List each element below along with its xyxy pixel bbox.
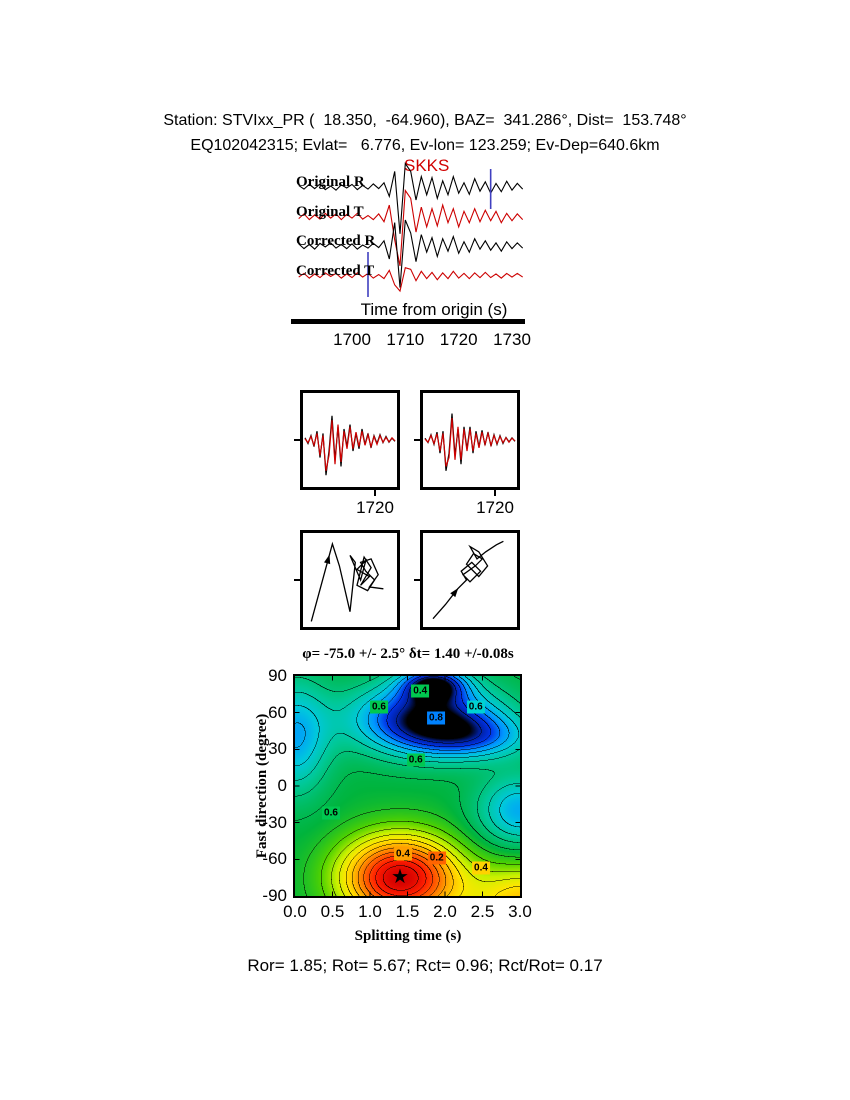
seismogram-panel [298, 162, 524, 297]
particle-motion-box-0 [300, 530, 400, 630]
best-fit-star: ★ [391, 865, 409, 888]
particle-motion-path-1 [432, 540, 504, 620]
contour-label-6: 0.4 [394, 847, 412, 861]
comparison-box-1 [420, 390, 520, 490]
contour-label-0: 0.4 [411, 684, 430, 698]
seismogram-trace-1 [298, 188, 524, 267]
phi-tick-label-30: 30 [268, 739, 287, 759]
comparison-tick-label-1: 1720 [476, 498, 514, 517]
pm-left-tick-1 [414, 579, 420, 581]
contour-label-8: 0.4 [472, 861, 490, 875]
time-tick-label-1700: 1700 [333, 330, 371, 349]
comparison-box-0 [300, 390, 400, 490]
particle-motion-path-0 [310, 541, 384, 622]
comparison-trace-1-1 [424, 417, 516, 467]
trace-label-3: Corrected T [296, 262, 375, 279]
phi-tick-label-90: 90 [268, 666, 287, 685]
splitting-time-axis-label: Splitting time (s) [354, 928, 462, 944]
contour-label-4: 0.6 [406, 753, 425, 767]
phi-tick-label--90: -90 [262, 886, 287, 905]
dt-tick-label-2.0: 2.0 [433, 902, 457, 921]
particle-motion-svg-1 [432, 540, 504, 620]
particle-motion-svg-0 [310, 541, 384, 622]
contour-label-7: 0.2 [427, 851, 446, 865]
comparison-svg-0 [304, 415, 396, 476]
comparison-trace-0-1 [304, 420, 396, 471]
seismogram-trace-0 [298, 162, 524, 234]
time-tick-label-1710: 1710 [386, 330, 425, 349]
pm-left-tick-0 [294, 579, 300, 581]
comparison-tick-label-0: 1720 [356, 498, 394, 517]
particle-motion-arrow-icon [450, 588, 459, 598]
dt-tick-label-0.0: 0.0 [283, 902, 307, 921]
contour-label-2: 0.8 [427, 711, 445, 725]
event-info-line: EQ102042315; Evlat= 6.776, Ev-lon= 123.2… [190, 137, 660, 154]
time-tick-label-1730: 1730 [493, 330, 531, 349]
seismogram-trace-2 [298, 219, 524, 288]
quality-stats-line: Ror= 1.85; Rot= 5.67; Rct= 0.96; Rct/Rot… [247, 956, 603, 975]
contour-label-3: 0.6 [466, 700, 485, 714]
trace-label-0: Original R [296, 174, 365, 190]
dt-tick-label-0.5: 0.5 [320, 902, 345, 921]
comparison-svg-1 [424, 413, 516, 471]
particle-motion-arrow-icon [324, 554, 331, 565]
phi-tick-label--30: -30 [262, 812, 287, 832]
time-tick-label-1720: 1720 [439, 330, 478, 349]
time-axis-label: Time from origin (s) [360, 300, 508, 319]
dt-tick-label-3.0: 3.0 [508, 902, 532, 921]
seismogram-trace-3 [298, 267, 524, 293]
phi-tick-label-0: 0 [277, 776, 287, 795]
trace-label-1: Original T [296, 203, 364, 220]
contour-label-5: 0.6 [322, 806, 340, 820]
time-axis-bar [291, 319, 525, 324]
misfit-title: φ= -75.0 +/- 2.5° δt= 1.40 +/-0.08s [302, 646, 514, 662]
dt-tick-label-1.5: 1.5 [395, 902, 420, 921]
comparison-bottom-tick-1 [494, 490, 496, 496]
phase-label: SKKS [404, 156, 450, 175]
phi-tick-label--60: -60 [262, 849, 287, 869]
comparison-bottom-tick-0 [374, 490, 376, 496]
comparison-left-tick-1 [414, 439, 420, 441]
particle-motion-box-1 [420, 530, 520, 630]
phi-tick-label-60: 60 [268, 702, 287, 722]
contour-label-1: 0.6 [370, 700, 388, 714]
dt-tick-label-2.5: 2.5 [470, 902, 495, 921]
trace-label-2: Corrected R [296, 233, 376, 249]
dt-tick-label-1.0: 1.0 [358, 902, 382, 921]
comparison-left-tick-0 [294, 439, 300, 441]
station-info-line: Station: STVIxx_PR ( 18.350, -64.960), B… [163, 112, 687, 129]
